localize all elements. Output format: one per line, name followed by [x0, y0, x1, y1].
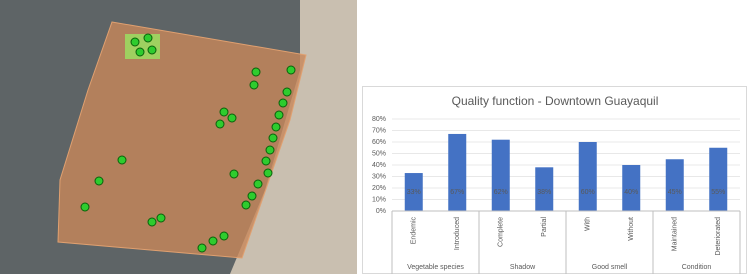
y-tick-label: 50% [372, 150, 386, 157]
tree-point [266, 146, 274, 154]
value-label: 67% [450, 189, 464, 196]
bar [492, 140, 510, 211]
value-label: 38% [537, 189, 551, 196]
x-tick-label: With [585, 217, 592, 231]
y-tick-label: 40% [372, 162, 386, 169]
x-tick-label: Endemic [411, 217, 418, 245]
bar [709, 148, 727, 211]
tree-point [131, 38, 139, 46]
y-tick-label: 30% [372, 173, 386, 180]
tree-point [283, 88, 291, 96]
x-tick-label: Deteriorated [715, 217, 722, 256]
y-tick-label: 20% [372, 185, 386, 192]
tree-point [198, 244, 206, 252]
tree-point [248, 192, 256, 200]
tree-point [157, 214, 165, 222]
tree-point [242, 201, 250, 209]
bar [666, 159, 684, 211]
tree-point [230, 170, 238, 178]
y-tick-label: 80% [372, 116, 386, 123]
tree-point [118, 156, 126, 164]
y-tick-label: 10% [372, 196, 386, 203]
tree-point [148, 46, 156, 54]
figure: Quality function - Downtown Guayaquil 0%… [0, 0, 747, 274]
bar [579, 142, 597, 211]
tree-point [144, 34, 152, 42]
value-label: 55% [711, 189, 725, 196]
tree-point [228, 114, 236, 122]
x-tick-label: Without [628, 217, 635, 241]
group-label: Shadow [510, 264, 536, 271]
y-tick-label: 0% [376, 208, 386, 215]
tree-point [216, 120, 224, 128]
x-tick-label: Introduced [454, 217, 461, 250]
tree-point [252, 68, 260, 76]
tree-point [264, 169, 272, 177]
chart-title: Quality function - Downtown Guayaquil [452, 94, 659, 108]
tree-point [254, 180, 262, 188]
tree-point [95, 177, 103, 185]
group-label: Good smell [592, 264, 628, 271]
tree-point [220, 108, 228, 116]
tree-point [250, 81, 258, 89]
value-label: 60% [581, 189, 595, 196]
value-label: 62% [494, 189, 508, 196]
tree-point [269, 134, 277, 142]
tree-point [287, 66, 295, 74]
tree-point [148, 218, 156, 226]
tree-point [81, 203, 89, 211]
bar [448, 134, 466, 211]
tree-point [209, 237, 217, 245]
y-tick-label: 70% [372, 127, 386, 134]
x-tick-label: Maintained [672, 217, 679, 251]
x-tick-label: Partial [541, 217, 548, 237]
tree-point [262, 157, 270, 165]
value-label: 45% [668, 189, 682, 196]
group-label: Condition [682, 264, 712, 271]
value-label: 40% [624, 189, 638, 196]
page: Quality function - Downtown Guayaquil 0%… [0, 0, 747, 274]
y-tick-label: 60% [372, 139, 386, 146]
tree-point [220, 232, 228, 240]
tree-point [279, 99, 287, 107]
tree-point [272, 123, 280, 131]
satellite-map [0, 0, 357, 274]
tree-point [275, 111, 283, 119]
tree-point [136, 48, 144, 56]
group-label: Vegetable species [407, 264, 464, 271]
value-label: 33% [407, 189, 421, 196]
x-tick-label: Complete [498, 217, 505, 247]
